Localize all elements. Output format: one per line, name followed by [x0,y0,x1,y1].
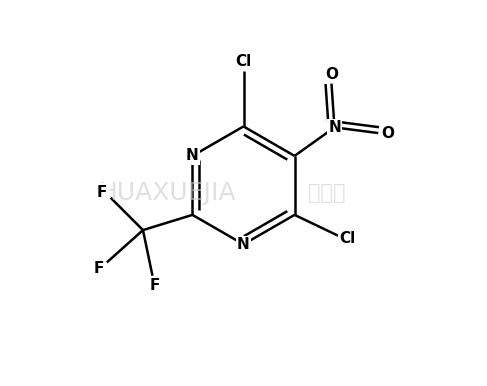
Text: F: F [149,278,160,293]
Text: N: N [186,148,199,163]
Text: F: F [94,261,104,276]
Text: F: F [97,185,108,200]
Text: O: O [325,67,338,81]
Text: 化学加: 化学加 [308,183,346,203]
Text: N: N [237,237,250,252]
Text: Cl: Cl [340,231,356,246]
Text: Cl: Cl [235,54,252,69]
Text: O: O [381,125,394,141]
Text: HUAXUEJIA: HUAXUEJIA [98,181,236,205]
Text: N: N [328,120,341,135]
